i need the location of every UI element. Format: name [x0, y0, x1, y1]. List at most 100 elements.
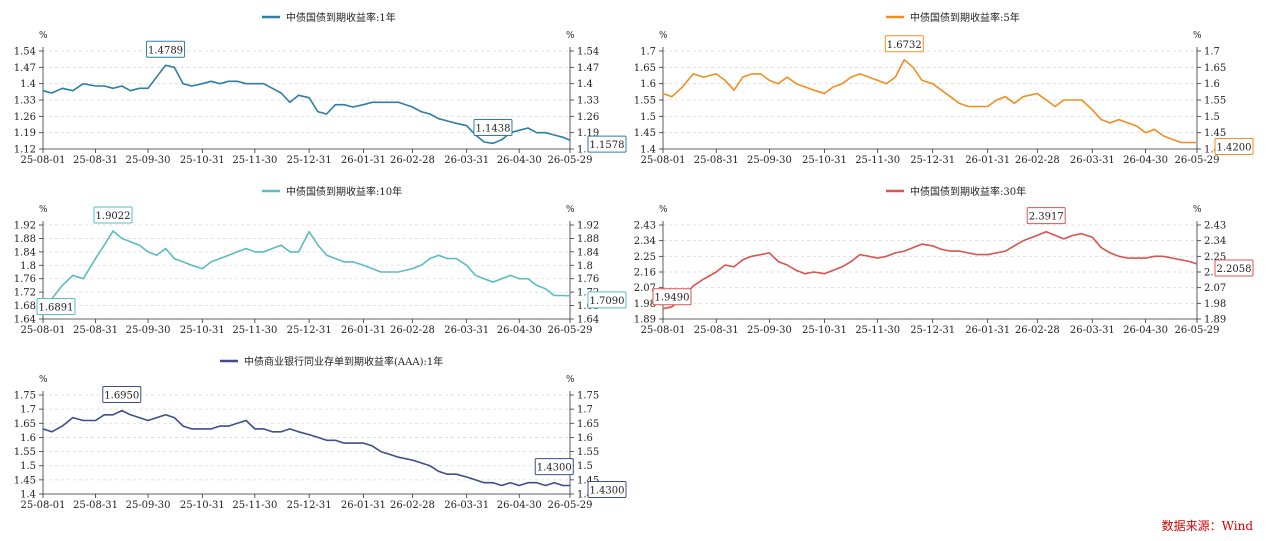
data-point	[191, 428, 193, 430]
data-point	[236, 422, 238, 424]
x-tick-label: 26-04-30	[1123, 325, 1168, 336]
x-tick-label: 25-08-31	[73, 325, 118, 336]
data-point	[362, 442, 364, 444]
data-point	[147, 419, 149, 422]
value-callout-label: 2.2058	[1217, 264, 1252, 275]
data-point	[804, 86, 806, 88]
data-point	[868, 76, 870, 78]
value-callout-label: 1.1438	[475, 123, 510, 134]
data-point	[1004, 96, 1007, 98]
y-tick-label-left: 1.55	[14, 447, 36, 458]
y-tick-label-right: 1.89	[1204, 315, 1226, 326]
y-tick-label-right: 1.4	[577, 490, 593, 501]
value-callout-label: 1.7090	[590, 296, 625, 307]
data-point	[474, 479, 477, 481]
data-point	[138, 87, 140, 89]
data-point	[1081, 99, 1083, 101]
data-point	[263, 83, 265, 85]
data-point	[501, 278, 503, 280]
data-point	[544, 288, 547, 290]
y-tick-label-left: 1.55	[634, 96, 656, 107]
data-point	[42, 90, 44, 92]
data-point	[492, 482, 494, 484]
x-tick-label: 25-10-31	[180, 155, 225, 166]
data-point	[362, 264, 364, 266]
value-callout-label: 1.9022	[96, 211, 131, 222]
data-point	[1109, 122, 1111, 124]
data-point	[976, 254, 978, 256]
data-point	[1091, 109, 1093, 111]
y-tick-label-left: 1.88	[14, 234, 36, 245]
data-point	[562, 484, 564, 487]
data-point	[308, 231, 310, 233]
value-callout-box	[587, 481, 627, 499]
y-tick-label-right: 1.4	[577, 79, 593, 90]
x-tick-label: 26-03-31	[1070, 155, 1115, 166]
data-point	[82, 278, 84, 280]
y-tick-label-left: 1.72	[14, 288, 36, 299]
data-point	[308, 434, 310, 436]
data-point	[317, 111, 319, 113]
x-tick-label: 26-05-29	[1175, 325, 1220, 336]
data-point	[518, 484, 520, 487]
data-point	[662, 308, 664, 310]
y-tick-label-left: 1.76	[14, 274, 36, 285]
x-tick-label: 25-08-01	[21, 500, 66, 511]
x-tick-label: 25-10-31	[180, 325, 225, 336]
data-point	[201, 268, 203, 270]
data-point	[1004, 250, 1007, 252]
data-point	[362, 104, 364, 106]
data-point	[201, 83, 203, 85]
data-point	[859, 73, 861, 75]
data-point	[254, 251, 256, 253]
chart-panel-1: 中债国债到期收益率:1年% %1.54 1.541.47 1.471.4 1.41.33…	[14, 11, 627, 166]
data-point	[334, 439, 336, 441]
data-point	[389, 453, 391, 455]
data-point	[1153, 128, 1155, 130]
data-point	[94, 258, 97, 260]
y-tick-label-left: 1.5	[20, 461, 36, 472]
y-tick-label-left: 1.12	[14, 145, 36, 156]
data-point	[298, 431, 300, 433]
data-point	[527, 127, 529, 129]
data-point	[751, 73, 753, 75]
data-point	[692, 285, 694, 287]
data-point	[245, 247, 247, 250]
chart-panel-5: 中债商业银行同业存单到期收益率(AAA):1年% %1.75 1.751.7 1.71…	[14, 355, 627, 511]
data-point	[940, 248, 943, 250]
y-tick-label-right: 1.75	[577, 391, 599, 402]
x-tick-label: 25-09-30	[747, 155, 792, 166]
data-point	[742, 259, 744, 261]
value-callout-box	[93, 206, 133, 224]
series-line	[662, 230, 1198, 310]
data-point	[795, 83, 797, 85]
data-point	[995, 99, 998, 101]
data-point	[509, 274, 512, 276]
data-point	[1162, 255, 1164, 257]
x-tick-label: 25-08-31	[73, 155, 118, 166]
y-tick-label-left: 1.4	[640, 145, 656, 156]
data-point	[553, 134, 555, 136]
x-tick-label: 25-08-01	[641, 325, 686, 336]
data-point	[662, 92, 664, 95]
data-point	[138, 244, 140, 246]
data-point	[967, 252, 969, 254]
data-point	[562, 136, 564, 138]
data-point	[1162, 135, 1164, 137]
data-point	[352, 442, 354, 444]
y-tick-label-right: 1.45	[577, 475, 599, 486]
unit-label-right: %	[1193, 31, 1202, 41]
data-point	[841, 83, 843, 85]
data-point	[544, 484, 547, 487]
data-point	[173, 66, 175, 68]
x-tick-label: 26-04-30	[497, 155, 542, 166]
data-point	[1063, 238, 1065, 240]
y-tick-label-right: 1.98	[1204, 299, 1226, 310]
data-point	[1100, 119, 1102, 121]
y-tick-label-left: 1.4	[20, 79, 36, 90]
value-callout-label: 1.4300	[537, 463, 572, 474]
data-point	[671, 306, 673, 308]
data-point	[823, 92, 826, 95]
data-point	[949, 96, 952, 98]
data-point	[94, 419, 97, 422]
